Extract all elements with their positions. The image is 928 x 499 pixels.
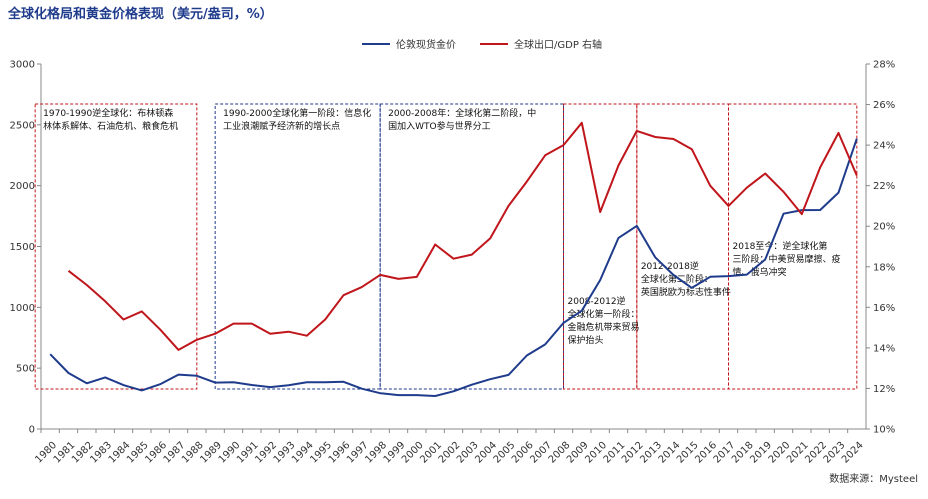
annotation-label: 1970-1990逆全球化：布林顿森林体系解体、石油危机、粮食危机 [43, 107, 178, 132]
legend-label-right-axis: 右轴 [582, 38, 602, 51]
source-note: 数据来源：Mysteel [829, 472, 918, 485]
y-right-tick-label: 28% [873, 60, 895, 71]
legend-label-gold: 伦敦现货金价 [396, 38, 456, 51]
y-left-tick-label: 2500 [10, 120, 35, 131]
y-right-tick-label: 12% [873, 384, 895, 395]
y-left-tick-label: 2000 [10, 181, 35, 192]
gold-price-line [49, 138, 858, 397]
annotation-label: 2012-2018逆全球化第二阶段：英国脱欧为标志性事件 [641, 260, 731, 298]
y-left-tick-label: 1000 [10, 303, 35, 314]
y-left-tick-label: 1500 [10, 242, 35, 253]
y-right-tick-label: 14% [873, 343, 895, 354]
annotation-box [34, 103, 198, 390]
export-gdp-line [67, 121, 858, 351]
annotation-box [636, 103, 729, 390]
annotation-label: 2000-2008年：全球化第二阶段，中国加入WTO参与世界分工 [388, 107, 536, 132]
x-tick-label: 2024 [840, 440, 866, 466]
y-left-tick-label: 3000 [10, 60, 35, 71]
y-right-tick-label: 18% [873, 262, 895, 273]
y-right-tick-label: 24% [873, 141, 895, 152]
y-right-tick-label: 16% [873, 303, 895, 314]
y-left-tick-label: 0 [29, 425, 35, 436]
y-right-tick-label: 26% [873, 100, 895, 111]
annotation-box [728, 103, 858, 390]
legend-label-export: 全球出口/GDP [514, 38, 579, 51]
annotation-label: 1990-2000全球化第一阶段：信息化工业浪潮赋予经济新的增长点 [223, 107, 371, 132]
y-left-tick-label: 500 [16, 364, 35, 375]
y-right-tick-label: 10% [873, 425, 895, 436]
y-right-tick-label: 20% [873, 222, 895, 233]
chart-title: 全球化格局和黄金价格表现（美元/盎司，%） [7, 6, 273, 22]
annotation-label: 2008-2012逆全球化第一阶段：金融危机带来贸易保护抬头 [568, 295, 640, 346]
annotation-box [563, 103, 638, 390]
annotation-box [214, 103, 381, 390]
y-right-tick-label: 22% [873, 181, 895, 192]
annotation-box [379, 103, 564, 390]
